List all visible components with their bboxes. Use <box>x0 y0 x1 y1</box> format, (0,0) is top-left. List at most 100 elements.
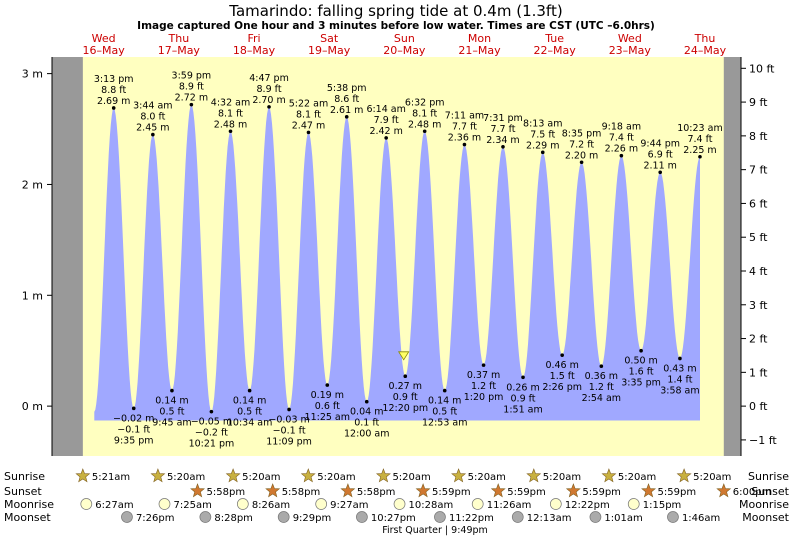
sunset-time: 5:58pm <box>357 487 396 498</box>
sun-star-icon <box>716 483 732 498</box>
high-tide-ft: 7.7 ft <box>490 124 515 135</box>
high-tide-point <box>189 102 194 107</box>
day-name-label: Wed <box>618 32 642 45</box>
high-tide-time: 3:59 pm <box>172 71 212 82</box>
low-tide-ft: −0.1 ft <box>117 424 150 435</box>
moonrise-row-label-right: Moonrise <box>739 498 789 511</box>
low-tide-m: −0.03 m <box>268 414 309 425</box>
low-tide-m: 0.46 m <box>545 360 578 371</box>
sunset-time: 5:59pm <box>507 487 546 498</box>
low-tide-m: −0.05 m <box>191 417 232 428</box>
high-tide-time: 5:22 am <box>289 98 328 109</box>
moonrise-time: 12:22pm <box>565 500 610 511</box>
moonrise-time: 8:26am <box>252 500 290 511</box>
low-tide-ft: 0.9 ft <box>393 392 418 403</box>
high-tide-m: 2.42 m <box>369 126 402 137</box>
low-tide-point <box>639 348 643 353</box>
low-tide-ft: 1.5 ft <box>550 371 575 382</box>
high-tide-time: 4:47 pm <box>249 73 289 84</box>
high-tide-ft: 7.4 ft <box>609 133 634 144</box>
sun-star-icon <box>526 468 542 483</box>
high-tide-ft: 7.2 ft <box>569 139 594 150</box>
low-tide-time: 9:35 pm <box>114 435 154 446</box>
chart-subtitle: Image captured One hour and 3 minutes be… <box>137 20 655 32</box>
low-tide-time: 10:21 pm <box>189 439 235 450</box>
moonset-time: 7:26pm <box>136 513 175 524</box>
high-tide-m: 2.45 m <box>136 123 169 134</box>
moon-phase-label: First Quarter | 9:49pm <box>382 525 488 536</box>
day-date-label: 21–May <box>458 44 501 57</box>
high-tide-time: 6:32 pm <box>405 97 445 108</box>
high-tide-point <box>228 129 233 134</box>
high-tide-point <box>384 136 388 140</box>
high-tide-ft: 7.9 ft <box>374 115 399 126</box>
low-tide-time: 1:20 pm <box>464 392 504 403</box>
low-tide-time: 3:35 pm <box>621 378 661 389</box>
low-tide-ft: 1.6 ft <box>629 367 654 378</box>
y-tick-label-m: 0 m <box>22 400 43 413</box>
sunset-row-label: Sunset <box>4 485 42 498</box>
moonset-time: 11:22pm <box>449 513 494 524</box>
low-tide-point <box>442 388 447 393</box>
high-tide-ft: 6.9 ft <box>648 149 673 160</box>
low-tide-time: 10:34 am <box>227 418 272 429</box>
low-tide-ft: 1.4 ft <box>667 374 692 385</box>
low-tide-m: 0.26 m <box>506 382 539 393</box>
high-tide-m: 2.47 m <box>292 120 325 131</box>
moon-icon <box>667 511 679 523</box>
high-tide-point <box>111 106 116 110</box>
high-tide-m: 2.25 m <box>683 145 716 156</box>
day-date-label: 20–May <box>383 44 426 57</box>
day-name-label: Thu <box>694 32 716 45</box>
day-name-label: Sat <box>320 32 339 45</box>
y-tick-label-ft: 3 ft <box>749 299 768 312</box>
extreme-labels: 3:13 pm8.8 ft2.69 m−0.02 m−0.1 ft9:35 pm… <box>94 71 723 450</box>
high-tide-ft: 8.6 ft <box>334 94 359 105</box>
tide-curve <box>94 104 701 421</box>
y-tick-label-ft: −1 ft <box>749 434 777 447</box>
low-tide-m: 0.27 m <box>389 381 422 392</box>
sun-star-icon <box>641 483 657 498</box>
low-tide-time: 11:25 am <box>305 412 350 423</box>
high-tide-ft: 8.8 ft <box>101 85 126 96</box>
moon-icon <box>158 498 171 510</box>
low-tide-m: 0.04 m <box>350 407 383 418</box>
day-labels: Wed16–MayThu17–MayFri18–MaySat19–MaySun2… <box>83 32 727 57</box>
low-tide-ft: 1.2 ft <box>471 381 496 392</box>
low-tide-point <box>521 375 525 380</box>
sun-star-icon <box>565 483 581 498</box>
y-tick-label-ft: 6 ft <box>749 197 768 210</box>
low-tide-time: 2:54 am <box>582 393 621 404</box>
moon-icon <box>121 511 133 523</box>
low-tide-time: 11:09 pm <box>266 436 312 447</box>
sunrise-time: 5:20am <box>468 472 506 483</box>
moon-icon <box>511 511 524 523</box>
low-tide-m: 0.43 m <box>663 363 696 374</box>
sunrise-time: 5:20am <box>242 472 280 483</box>
low-tide-point <box>247 388 252 393</box>
moonset-row-label-right: Moonset <box>742 511 789 524</box>
high-tide-m: 2.26 m <box>605 144 638 155</box>
moon-icon <box>393 498 406 510</box>
now-marker <box>397 351 410 361</box>
high-tide-point <box>579 160 584 165</box>
sun-star-icon <box>150 468 166 483</box>
low-tide-ft: 0.6 ft <box>315 401 340 412</box>
moonrise-time: 1:15pm <box>643 500 682 511</box>
sunset-time: 6:00pm <box>733 487 772 498</box>
low-tide-m: 0.19 m <box>311 390 344 401</box>
moonrise-time: 10:28am <box>409 500 454 511</box>
high-tide-point <box>698 154 702 159</box>
moon-icon <box>277 511 290 523</box>
sunrise-row-label: Sunrise <box>4 470 45 483</box>
low-tide-point <box>403 374 408 379</box>
y-tick-label-ft: 5 ft <box>749 231 768 244</box>
y-tick-label-ft: 4 ft <box>749 265 768 278</box>
high-tide-ft: 8.1 ft <box>412 108 437 119</box>
low-tide-ft: 0.9 ft <box>511 393 536 404</box>
low-tide-m: 0.14 m <box>155 396 188 407</box>
high-tide-ft: 8.1 ft <box>296 109 321 120</box>
y-tick-label-ft: 7 ft <box>749 164 768 177</box>
